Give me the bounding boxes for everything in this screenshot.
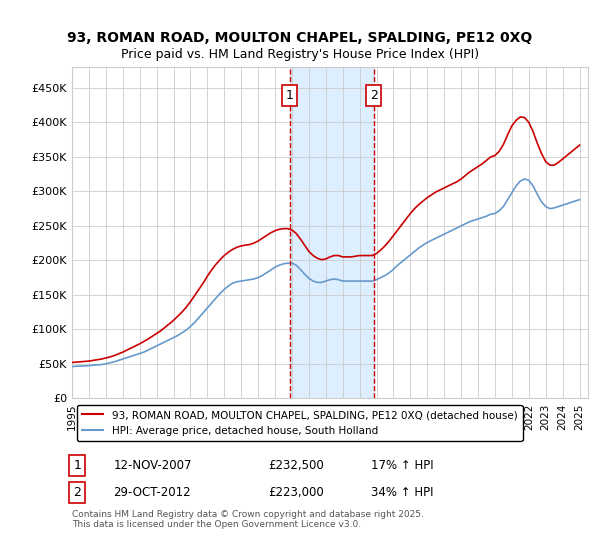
- Text: 12-NOV-2007: 12-NOV-2007: [113, 459, 192, 472]
- Bar: [290, 67, 374, 398]
- Text: 2: 2: [73, 486, 81, 499]
- Text: 17% ↑ HPI: 17% ↑ HPI: [371, 459, 434, 472]
- Text: £223,000: £223,000: [268, 486, 324, 499]
- Text: 34% ↑ HPI: 34% ↑ HPI: [371, 486, 434, 499]
- Text: 93, ROMAN ROAD, MOULTON CHAPEL, SPALDING, PE12 0XQ: 93, ROMAN ROAD, MOULTON CHAPEL, SPALDING…: [67, 31, 533, 45]
- Text: 1: 1: [286, 89, 293, 102]
- Text: 29-OCT-2012: 29-OCT-2012: [113, 486, 191, 499]
- Text: 1: 1: [73, 459, 81, 472]
- Text: Price paid vs. HM Land Registry's House Price Index (HPI): Price paid vs. HM Land Registry's House …: [121, 48, 479, 60]
- Legend: 93, ROMAN ROAD, MOULTON CHAPEL, SPALDING, PE12 0XQ (detached house), HPI: Averag: 93, ROMAN ROAD, MOULTON CHAPEL, SPALDING…: [77, 405, 523, 441]
- Text: Contains HM Land Registry data © Crown copyright and database right 2025.
This d: Contains HM Land Registry data © Crown c…: [72, 510, 424, 530]
- Text: £232,500: £232,500: [268, 459, 324, 472]
- Text: 2: 2: [370, 89, 377, 102]
